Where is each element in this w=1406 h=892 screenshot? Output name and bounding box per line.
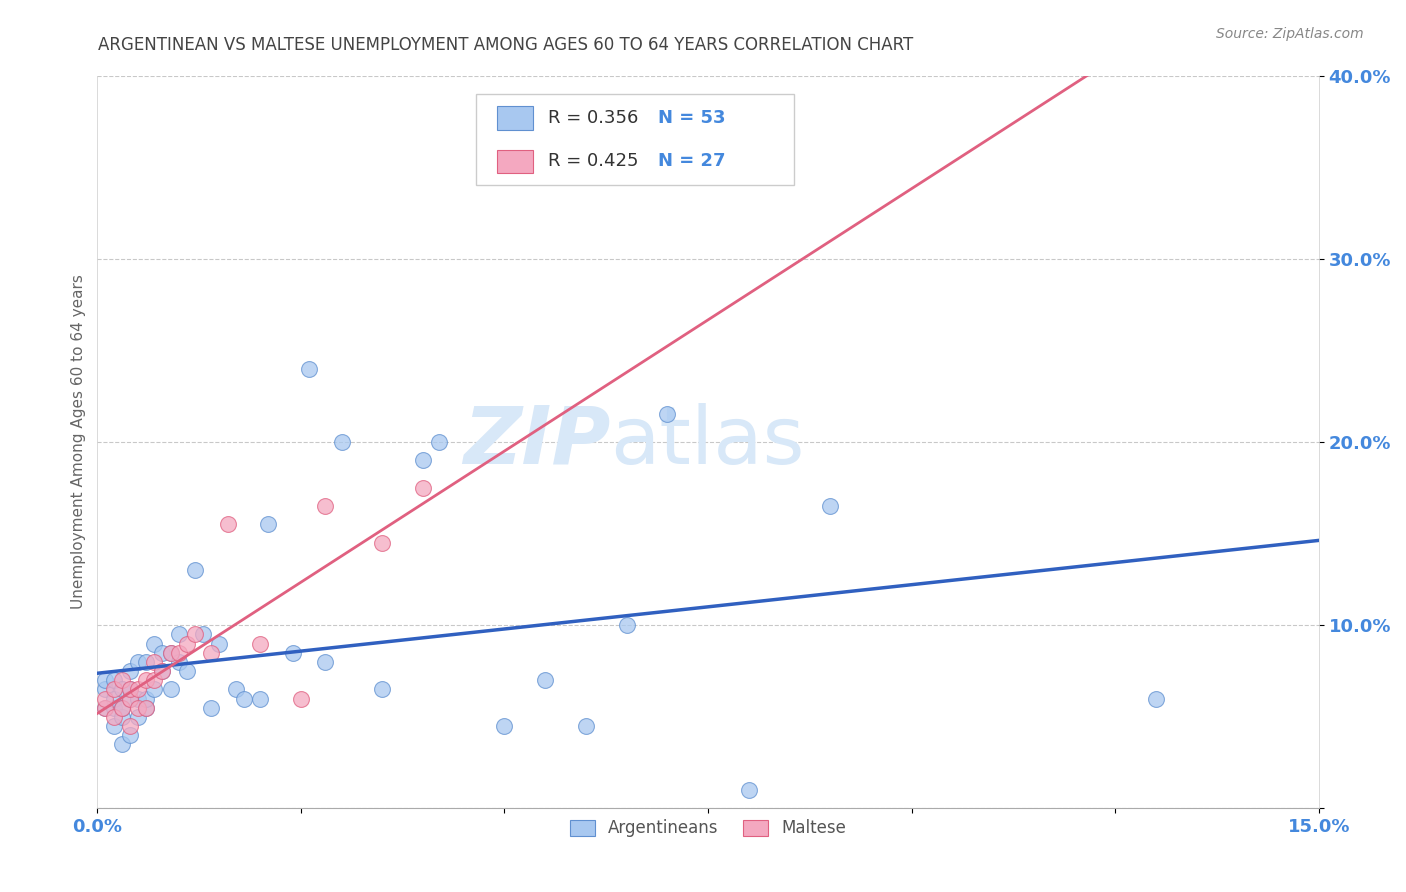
Point	[118, 682, 141, 697]
Point	[103, 682, 125, 697]
Point	[200, 700, 222, 714]
Point	[152, 646, 174, 660]
Point	[118, 691, 141, 706]
Point	[103, 691, 125, 706]
Text: atlas: atlas	[610, 403, 804, 481]
Point	[111, 682, 134, 697]
Point	[103, 700, 125, 714]
Point	[135, 673, 157, 688]
FancyBboxPatch shape	[496, 150, 533, 173]
Point	[167, 655, 190, 669]
Point	[257, 517, 280, 532]
Point	[135, 700, 157, 714]
Point	[94, 682, 117, 697]
Point	[412, 481, 434, 495]
Point	[159, 646, 181, 660]
Point	[657, 408, 679, 422]
Point	[232, 691, 254, 706]
Point	[103, 719, 125, 733]
Text: N = 27: N = 27	[658, 153, 725, 170]
Point	[152, 664, 174, 678]
Point	[94, 673, 117, 688]
Point	[127, 682, 149, 697]
Text: ZIP: ZIP	[463, 403, 610, 481]
Y-axis label: Unemployment Among Ages 60 to 64 years: Unemployment Among Ages 60 to 64 years	[72, 275, 86, 609]
Point	[1144, 691, 1167, 706]
Point	[412, 453, 434, 467]
Point	[118, 719, 141, 733]
Point	[111, 700, 134, 714]
Point	[135, 691, 157, 706]
Point	[818, 499, 841, 513]
Point	[94, 691, 117, 706]
Point	[298, 361, 321, 376]
Point	[249, 636, 271, 650]
Point	[314, 499, 336, 513]
Point	[371, 535, 394, 549]
Point	[167, 646, 190, 660]
Point	[249, 691, 271, 706]
Point	[143, 655, 166, 669]
Point	[200, 646, 222, 660]
Point	[176, 664, 198, 678]
Point	[217, 517, 239, 532]
Point	[94, 700, 117, 714]
Text: R = 0.356: R = 0.356	[548, 109, 638, 127]
Point	[118, 691, 141, 706]
Point	[575, 719, 598, 733]
Point	[94, 700, 117, 714]
Point	[159, 682, 181, 697]
Point	[143, 636, 166, 650]
Point	[176, 636, 198, 650]
FancyBboxPatch shape	[477, 94, 793, 186]
Point	[616, 618, 638, 632]
Point	[143, 682, 166, 697]
Point	[127, 691, 149, 706]
Point	[184, 627, 207, 641]
Point	[127, 710, 149, 724]
Point	[427, 434, 450, 449]
Point	[330, 434, 353, 449]
Point	[111, 737, 134, 751]
Point	[193, 627, 215, 641]
Point	[103, 673, 125, 688]
Point	[534, 673, 557, 688]
Point	[314, 655, 336, 669]
Point	[118, 664, 141, 678]
Point	[111, 700, 134, 714]
Point	[290, 691, 312, 706]
Point	[225, 682, 247, 697]
Point	[111, 673, 134, 688]
Point	[118, 682, 141, 697]
Point	[159, 646, 181, 660]
Point	[135, 655, 157, 669]
Point	[143, 673, 166, 688]
Point	[127, 655, 149, 669]
Point	[184, 563, 207, 577]
Text: ARGENTINEAN VS MALTESE UNEMPLOYMENT AMONG AGES 60 TO 64 YEARS CORRELATION CHART: ARGENTINEAN VS MALTESE UNEMPLOYMENT AMON…	[98, 36, 914, 54]
Point	[103, 710, 125, 724]
Point	[167, 627, 190, 641]
Point	[281, 646, 304, 660]
Point	[127, 700, 149, 714]
Legend: Argentineans, Maltese: Argentineans, Maltese	[562, 813, 853, 844]
Point	[738, 783, 761, 797]
Text: N = 53: N = 53	[658, 109, 725, 127]
Point	[135, 700, 157, 714]
FancyBboxPatch shape	[496, 106, 533, 129]
Point	[111, 710, 134, 724]
Point	[494, 719, 516, 733]
Point	[208, 636, 231, 650]
Point	[371, 682, 394, 697]
Text: Source: ZipAtlas.com: Source: ZipAtlas.com	[1216, 27, 1364, 41]
Point	[152, 664, 174, 678]
Point	[118, 728, 141, 742]
Text: R = 0.425: R = 0.425	[548, 153, 638, 170]
